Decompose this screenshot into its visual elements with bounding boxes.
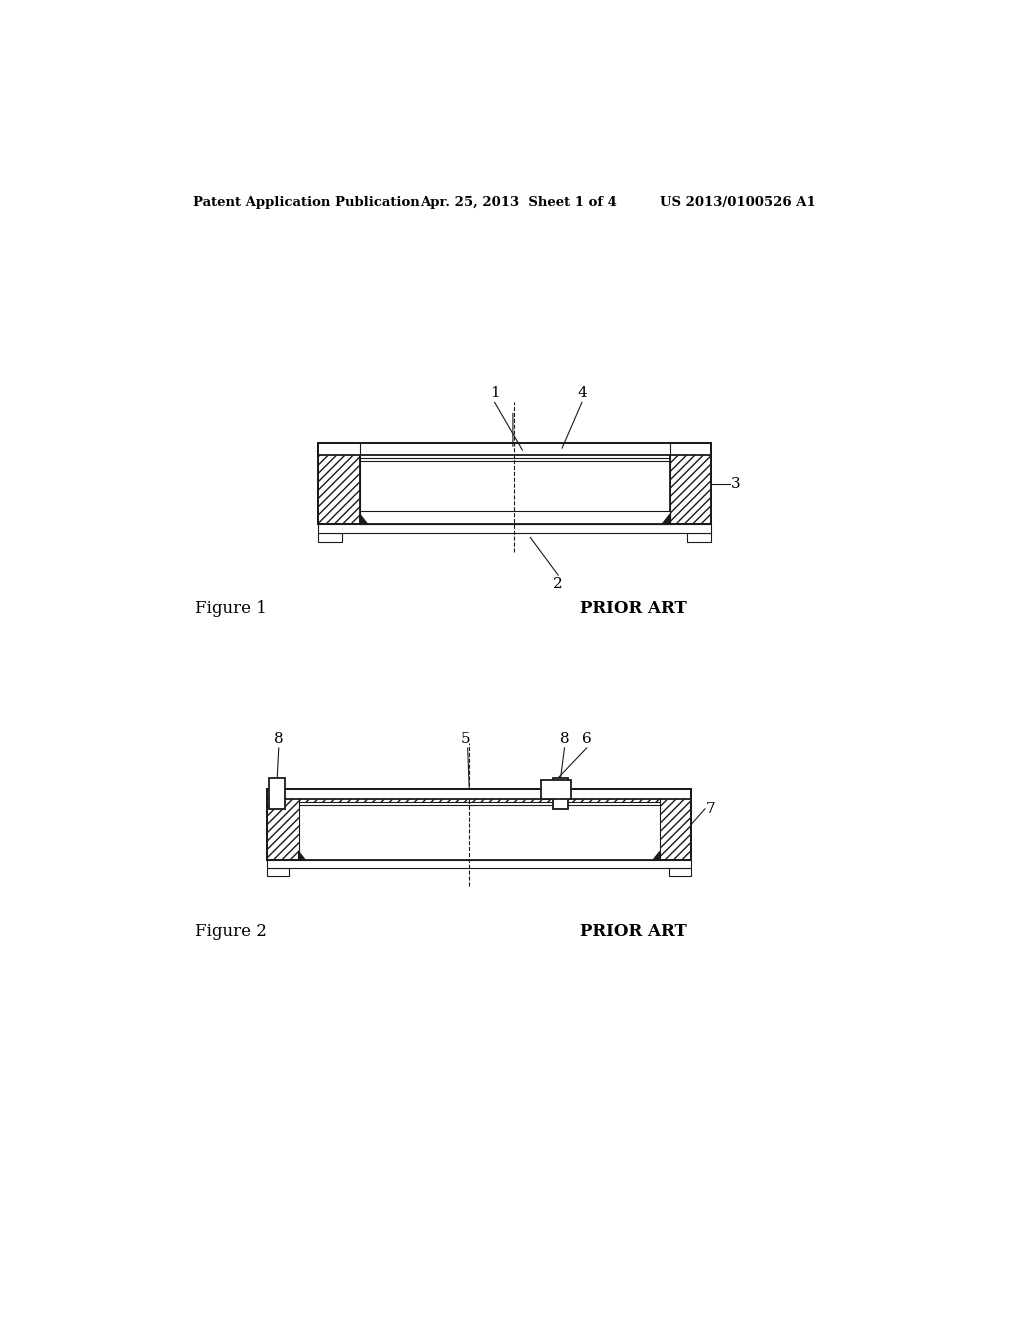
Text: Figure 2: Figure 2	[196, 923, 267, 940]
Text: Figure 1: Figure 1	[196, 599, 267, 616]
Text: 4: 4	[578, 387, 587, 400]
Bar	[267, 867, 289, 876]
Polygon shape	[653, 851, 659, 859]
Text: 3: 3	[731, 477, 740, 491]
Text: 2: 2	[553, 577, 563, 591]
Bar	[267, 859, 691, 867]
Text: PRIOR ART: PRIOR ART	[581, 599, 687, 616]
Bar	[318, 444, 359, 524]
Polygon shape	[359, 515, 368, 524]
Text: 6: 6	[582, 731, 592, 746]
Bar	[318, 533, 342, 541]
Text: 1: 1	[489, 387, 500, 400]
Text: 8: 8	[560, 731, 569, 746]
Text: Apr. 25, 2013  Sheet 1 of 4: Apr. 25, 2013 Sheet 1 of 4	[420, 195, 616, 209]
Bar	[269, 779, 285, 809]
Bar	[318, 524, 712, 533]
Bar	[687, 533, 712, 541]
Bar	[267, 788, 691, 799]
Text: PRIOR ART: PRIOR ART	[581, 923, 687, 940]
Bar	[670, 444, 712, 524]
Bar	[267, 788, 691, 859]
Bar	[670, 867, 691, 876]
Text: 7: 7	[706, 801, 716, 816]
Bar	[318, 444, 712, 455]
Bar	[299, 801, 659, 859]
Polygon shape	[663, 515, 670, 524]
Text: Patent Application Publication: Patent Application Publication	[194, 195, 420, 209]
Bar	[553, 779, 568, 809]
Bar	[359, 459, 670, 524]
Text: US 2013/0100526 A1: US 2013/0100526 A1	[659, 195, 815, 209]
Bar	[267, 788, 691, 859]
Bar	[541, 780, 570, 799]
Polygon shape	[299, 851, 305, 859]
Bar	[318, 444, 712, 524]
Text: 5: 5	[461, 731, 470, 746]
Bar	[359, 511, 670, 524]
Text: 8: 8	[274, 731, 284, 746]
